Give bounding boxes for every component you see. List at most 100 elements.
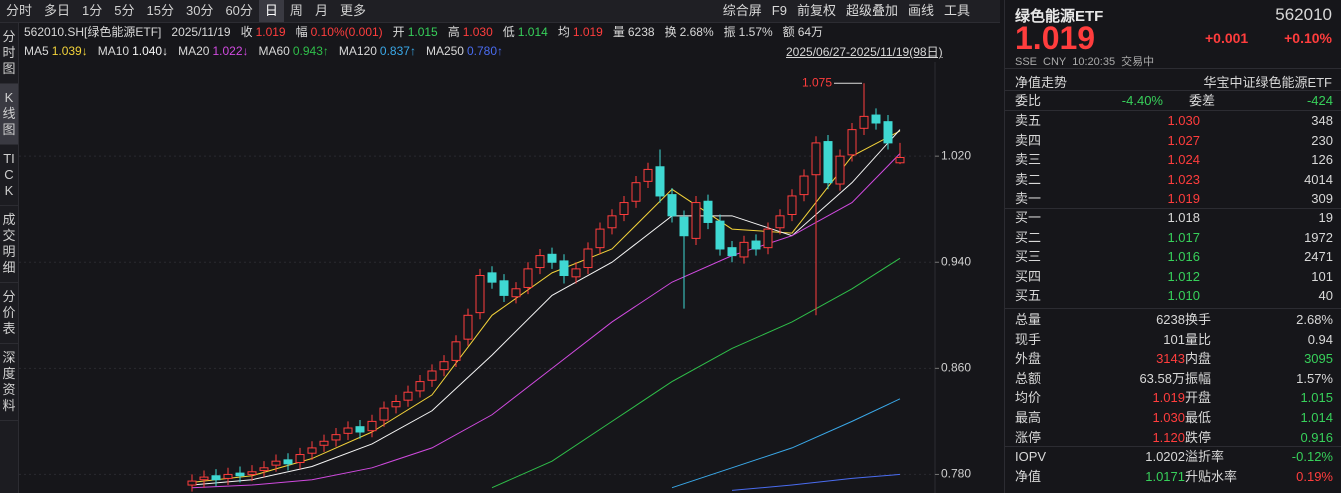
stat-value: 1.57% [1296, 370, 1333, 386]
side-tabs: 分时图 K线图 TICK 成交明细 分价表 深度资料 [0, 23, 19, 493]
tool-button[interactable]: 前复权 [796, 3, 836, 18]
candle-body [511, 288, 521, 298]
legend-name: MA250 [425, 44, 464, 58]
bid-volume: 19 [1318, 210, 1333, 225]
diff-value: -424 [1306, 93, 1333, 108]
legend-name: MA10 [97, 44, 130, 58]
candle-body [595, 228, 605, 249]
symbol: 562010.SH[绿色能源ETF] [24, 25, 162, 39]
bid-label: 买四 [1015, 268, 1042, 284]
info-label: 均 [557, 25, 570, 39]
ask-price: 1.024 [1167, 152, 1200, 167]
ratio-label: 委比 [1015, 93, 1042, 108]
side-tab[interactable]: TICK [0, 145, 18, 206]
period-tab[interactable]: 1分 [82, 3, 103, 18]
max-label: 1.075 [802, 75, 832, 89]
candle-body [523, 268, 533, 288]
bid-price: 1.016 [1167, 249, 1200, 264]
info-value: 1.57% [738, 25, 773, 39]
candle-body [559, 260, 569, 277]
legend-value: 0.837↑ [379, 44, 416, 58]
period-tab[interactable]: 日 [258, 0, 284, 22]
stat-label: 振幅 [1185, 370, 1212, 386]
ask-label: 卖三 [1015, 152, 1042, 167]
stat-value: -0.12% [1291, 449, 1333, 465]
side-tab[interactable]: 成交明细 [0, 206, 18, 283]
tool-button[interactable]: F9 [771, 3, 787, 18]
ask-label: 卖二 [1015, 171, 1042, 187]
period-tab[interactable]: 月 [314, 3, 328, 18]
stat-label: 总额 [1015, 370, 1042, 386]
candle-body [427, 370, 437, 381]
period-tab[interactable]: 更多 [339, 3, 366, 18]
candle-body [319, 440, 329, 446]
row: 买三 1.016 2471 [1013, 247, 1335, 266]
side-tab[interactable]: 深度资料 [0, 344, 18, 421]
date: 2025/11/19 [171, 25, 231, 39]
info-label: 振 [723, 25, 736, 39]
row: 净值 1.0171 升贴水率 0.19% [1013, 467, 1335, 486]
period-tab[interactable]: 5分 [114, 3, 135, 18]
legend-value: 1.022↓ [212, 44, 249, 58]
bid-label: 买三 [1015, 249, 1042, 264]
candle-body [295, 454, 305, 463]
period-tab[interactable]: 分时 [6, 3, 33, 18]
tool-button[interactable]: 画线 [907, 3, 934, 18]
stat-value: 1.0202 [1145, 449, 1185, 465]
stat-label: 溢折率 [1185, 449, 1225, 465]
candle-body [823, 141, 833, 184]
legend-entry: MA60 0.943↑ [259, 44, 329, 58]
info-value: 1.019 [255, 25, 286, 39]
side-tab[interactable]: K线图 [0, 84, 18, 145]
ma-legend: MA5 1.039↓ MA10 1.040↓ MA20 1.022↓ MA60 0.943↑ M… [24, 43, 513, 59]
period-tab[interactable]: 多日 [44, 3, 71, 18]
row: IOPV 1.0202 溢折率 -0.12% [1013, 447, 1335, 466]
row: 总量 6238 换手 2.68% [1013, 310, 1335, 329]
stat-label: 最低 [1185, 410, 1212, 425]
candle-body [847, 129, 857, 156]
ask-label: 卖五 [1015, 113, 1042, 128]
legend-name: MA5 [24, 44, 49, 58]
row: 委比 -4.40% 委差 -424 [1013, 91, 1335, 110]
candle-body [547, 253, 557, 263]
legend-name: MA120 [338, 44, 377, 58]
candle-body [751, 240, 761, 250]
ask-volume: 230 [1311, 132, 1333, 148]
candle-body [415, 381, 425, 392]
period-tab[interactable]: 60分 [225, 3, 253, 18]
candle-body [583, 248, 593, 269]
bid-price: 1.017 [1167, 229, 1200, 245]
period-tab[interactable]: 15分 [146, 3, 174, 18]
y-tick-label: 0.780 [941, 467, 971, 481]
row: 卖三 1.024 126 [1013, 150, 1335, 169]
candle-body [727, 247, 737, 257]
stat-value: 0.916 [1300, 429, 1333, 445]
tool-button[interactable]: 工具 [943, 3, 970, 18]
candle-body [859, 115, 869, 129]
divider [1005, 446, 1341, 448]
y-tick-label: 0.940 [941, 254, 971, 268]
info-value: 6238 [627, 25, 655, 39]
divider [1005, 308, 1341, 309]
candle-body [775, 215, 785, 229]
candle-body [271, 460, 281, 466]
candle-body [391, 400, 401, 408]
candle-body [763, 228, 773, 249]
period-tab[interactable]: 周 [289, 3, 303, 18]
ask-price: 1.019 [1167, 191, 1200, 206]
info-value: 1.030 [462, 25, 493, 39]
period-tab[interactable]: 30分 [185, 3, 214, 18]
quote-meta: SSE CNY 10:20:35 交易中 [1015, 53, 1160, 69]
row: 买二 1.017 1972 [1013, 228, 1335, 247]
stat-label: 跌停 [1185, 429, 1212, 445]
stat-value: 63.58万 [1139, 370, 1185, 386]
side-tab[interactable]: 分时图 [0, 23, 18, 84]
bid-price: 1.010 [1167, 288, 1200, 303]
side-tab[interactable]: 分价表 [0, 283, 18, 344]
candle-body [667, 194, 677, 217]
candle-body [739, 241, 749, 258]
candle-body [475, 275, 485, 314]
tool-button[interactable]: 超级叠加 [845, 3, 898, 18]
tool-button[interactable]: 综合屏 [722, 3, 762, 18]
candle-body [355, 426, 365, 433]
